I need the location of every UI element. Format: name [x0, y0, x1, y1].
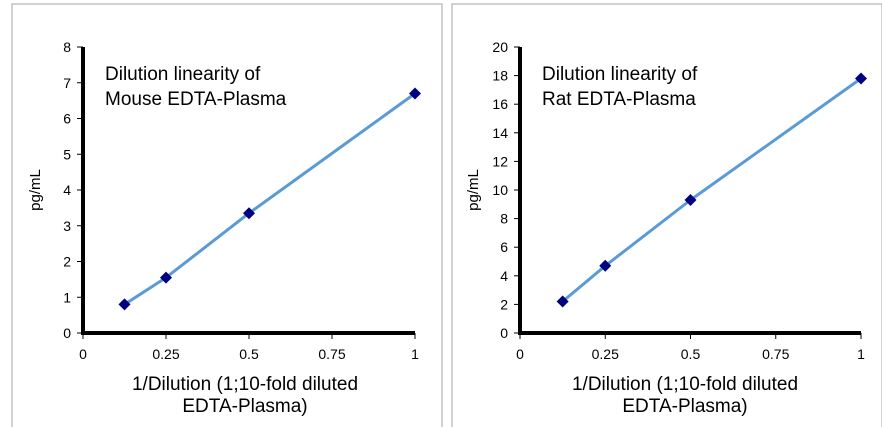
y-tick-label: 4	[500, 268, 508, 284]
y-tick-label: 5	[63, 146, 71, 162]
x-tick-label: 1	[857, 346, 865, 362]
y-tick-label: 4	[63, 182, 71, 198]
y-tick-label: 18	[492, 68, 508, 84]
x-axis-label-line: EDTA-Plasma)	[622, 396, 747, 417]
y-tick-label: 8	[63, 39, 71, 55]
chart-annotation-line: Dilution linearity of	[542, 64, 698, 85]
data-point	[599, 259, 612, 272]
panel-border-right	[451, 3, 882, 427]
x-tick-label: 0.5	[681, 346, 701, 362]
y-tick-label: 6	[63, 111, 71, 127]
y-tick-label: 0	[500, 325, 508, 341]
chart-annotation-line: Rat EDTA-Plasma	[542, 89, 696, 110]
y-tick-label: 2	[63, 254, 71, 270]
x-tick-label: 0.25	[592, 346, 619, 362]
x-axis-label-line: 1/Dilution (1;10-fold diluted	[572, 374, 798, 395]
y-tick-label: 12	[492, 153, 508, 169]
y-tick-label: 6	[500, 239, 508, 255]
x-tick-label: 0	[79, 346, 87, 362]
data-point	[160, 271, 172, 284]
x-tick-label: 0.75	[762, 346, 789, 362]
x-tick-label: 1	[411, 346, 419, 362]
panel-border-left	[11, 3, 443, 427]
x-tick-label: 0.25	[152, 346, 179, 362]
y-tick-label: 1	[63, 289, 71, 305]
chart-mouse-dilution: 0 1 2 3 4 5 6 7 8 0 0.25 0.5 0.75 1 pg/mL 1/Dilution (1…	[27, 39, 421, 417]
y-tick-label: 14	[492, 125, 508, 141]
x-tick-label: 0	[516, 346, 524, 362]
y-tick-label: 16	[492, 96, 508, 112]
data-point	[409, 87, 421, 100]
chart-annotation-line: Dilution linearity of	[105, 64, 261, 85]
y-tick-label: 10	[492, 182, 508, 198]
y-tick-label: 7	[63, 75, 71, 91]
y-tick-label: 8	[500, 211, 508, 227]
y-tick-label: 3	[63, 218, 71, 234]
chart-rat-dilution: 0 2 4 6 8 10 12 14 16 18 20 0 0.25 0.5 0.75 1 pg/mL 1/Dil…	[465, 39, 867, 417]
data-point	[684, 194, 697, 207]
y-tick-label: 0	[63, 325, 71, 341]
y-axis-label: pg/mL	[27, 169, 44, 211]
series-line	[561, 77, 863, 303]
y-tick-label: 2	[500, 296, 508, 312]
data-point	[243, 207, 255, 220]
data-point	[855, 72, 867, 85]
series-line	[123, 92, 417, 306]
x-tick-label: 0.5	[239, 346, 259, 362]
data-point	[556, 295, 569, 308]
x-tick-label: 0.75	[318, 346, 345, 362]
x-axis-label-line: 1/Dilution (1;10-fold diluted	[132, 374, 358, 395]
x-axis-label-line: EDTA-Plasma)	[182, 396, 307, 417]
chart-annotation-line: Mouse EDTA-Plasma	[105, 89, 287, 110]
y-axis-label: pg/mL	[465, 169, 482, 211]
y-tick-label: 20	[492, 39, 508, 55]
data-point	[118, 298, 131, 311]
